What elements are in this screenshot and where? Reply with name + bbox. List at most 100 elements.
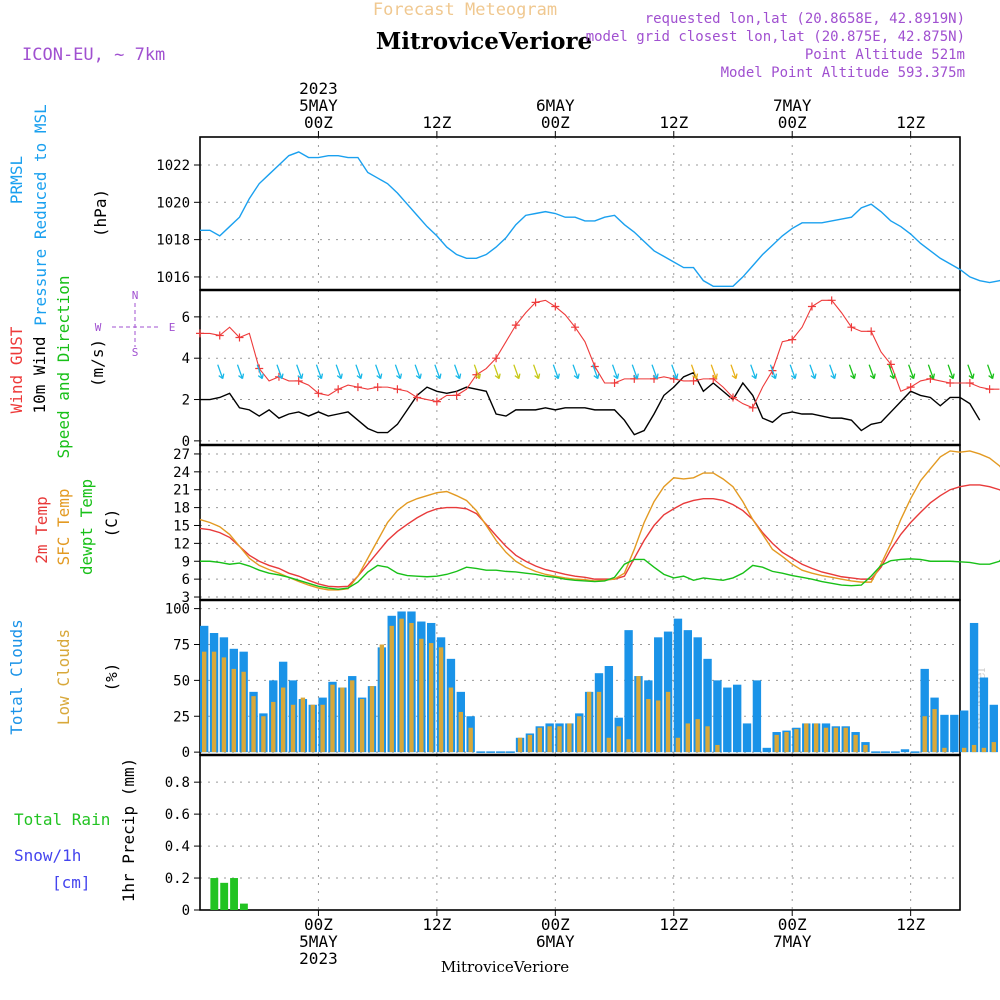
wind-direction-arrow [376,365,382,379]
low-cloud-bar [311,705,315,752]
low-cloud-bar [340,688,344,753]
total-cloud-bar [733,685,741,752]
wind-direction-arrow [316,365,322,379]
low-cloud-bar [597,692,601,752]
compass-s: S [132,346,139,359]
wind-direction-arrow [613,365,619,379]
low-cloud-bar [459,712,463,752]
low-cloud-bar [528,735,532,752]
low-cloud-bar [291,705,295,752]
low-cloud-bar [360,699,364,752]
total-rain-label: Total Rain [14,810,110,829]
meteogram-chart: Forecast Meteogram MitroviceVeriore ICON… [0,0,1000,1000]
wind-direction-arrow [395,365,401,379]
wind-unit: (m/s) [88,339,107,387]
precip-ytick-label: 0 [182,903,190,919]
wind-direction-arrow [672,365,678,379]
wind-direction-arrow [415,365,421,379]
bottom-time-label: 2023 [299,949,338,968]
model-point-altitude: Model Point Altitude 593.375m [721,65,965,81]
low-cloud-bar [350,680,354,752]
rain-bar [220,883,228,910]
total-cloud-bar [753,680,761,752]
temperature-ytick-label: 18 [173,501,190,517]
low-cloud-bar [626,739,630,752]
gust-marker [453,391,461,399]
wind-ytick-label: 4 [182,351,190,367]
wind-ytick-label: 2 [182,393,190,409]
low-cloud-bar [814,723,818,752]
total-cloud-bar [950,715,958,752]
pressure-label-long: Pressure Reduced to MSL [31,104,50,326]
low-cloud-bar [666,692,670,752]
top-time-label: 00Z [541,113,570,132]
temperature-ytick-label: 6 [182,572,190,588]
rain-bar [240,904,248,910]
wind-direction-arrow [494,365,500,379]
low-cloud-bar [932,709,936,752]
low-cloud-bar [834,728,838,752]
wind-direction-arrow [455,365,461,379]
wind-direction-label: Speed and Direction [54,275,73,458]
low-cloud-bar [774,735,778,752]
snow-label: Snow/1h [14,846,81,865]
low-cloud-bar [853,735,857,752]
point-altitude: Point Altitude 521m [805,47,965,63]
pressure-label-short: PRMSL [7,156,26,204]
low-cloud-bar [380,644,384,752]
gust-marker [808,303,816,311]
gust-marker [354,383,362,391]
bottom-time-label: 12Z [659,915,688,934]
total-cloud-bar [713,680,721,752]
precip-ytick-label: 0.8 [165,775,190,791]
wind-direction-arrow [928,365,934,379]
low-cloud-bar [646,699,650,752]
top-time-label: 12Z [659,113,688,132]
low-cloud-bar [212,652,216,752]
wind-direction-arrow [751,365,757,379]
wind-gust-line [200,300,999,407]
top-time-label: 00Z [778,113,807,132]
footer-location: MitroviceVeriore [441,958,569,976]
low-cloud-bar [715,745,719,752]
wind-direction-arrow [218,365,224,379]
wind-direction-arrow [336,365,342,379]
total-clouds-label: Total Clouds [7,619,26,735]
wind-direction-arrow [652,365,658,379]
low-cloud-bar [962,748,966,752]
rain-bar [210,878,218,910]
low-cloud-bar [617,726,621,752]
clouds-ytick-label: 25 [173,709,190,725]
wind-direction-arrow [948,365,954,379]
wind-direction-arrow [810,365,816,379]
product-title: Forecast Meteogram [373,0,557,20]
precip-frame [200,755,960,910]
gust-marker [946,379,954,387]
requested-coords: requested lon,lat (20.8658E, 42.8919N) [645,11,965,27]
compass-n: N [132,289,139,302]
wind-ytick-label: 6 [182,310,190,326]
panels-group: 1016101810201022024636912151821242702550… [7,79,1000,968]
low-cloud-bar [804,723,808,752]
snow-unit-label: [cm] [52,873,91,892]
total-cloud-bar [723,688,731,753]
wind-10m-line [200,373,980,435]
low-cloud-bar [794,729,798,752]
wind-10m-label: 10m Wind [30,336,49,413]
wind-direction-arrow [573,365,579,379]
rain-bar [230,878,238,910]
low-cloud-bar [844,728,848,752]
low-cloud-bar [656,700,660,752]
wind-gust-label: Wind GUST [7,326,26,413]
low-cloud-bar [587,692,591,752]
bottom-time-label: 12Z [422,915,451,934]
low-cloud-bar [972,745,976,752]
total-cloud-bar [960,711,968,753]
location-title: MitroviceVeriore [376,28,592,55]
bottom-time-label: 6MAY [536,932,575,951]
closest-coords: model grid closest lon,lat (20.875E, 42.… [586,29,965,45]
bottom-time-label: 7MAY [773,932,812,951]
wind-direction-arrow [869,365,875,379]
temperature-panel: 369121518212427 [173,445,960,606]
wind-direction-arrow [849,365,855,379]
